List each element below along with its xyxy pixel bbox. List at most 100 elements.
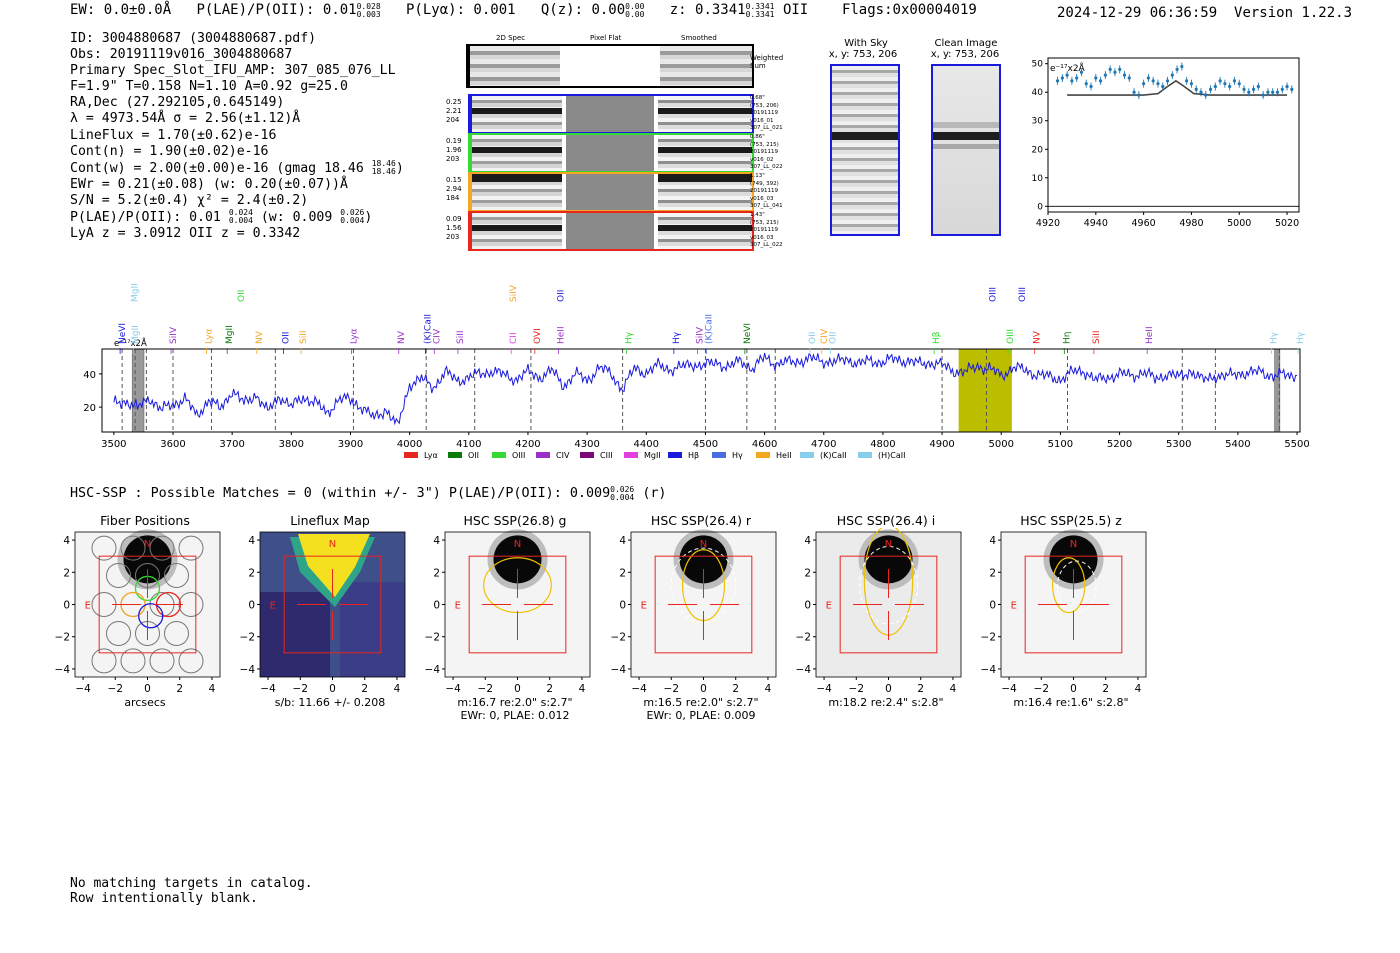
ytick-label: −4 <box>55 664 71 676</box>
emission-line-band <box>958 349 1012 432</box>
zoom-data-point <box>1180 64 1184 69</box>
xtick-label: 4 <box>394 683 401 695</box>
ytick-label: 4 <box>619 535 626 547</box>
cutout-info: 0.68" <box>750 95 765 101</box>
lineflux-peak <box>298 534 370 597</box>
hsc-panel-caption-2: EWr: 0, PLAE: 0.012 <box>460 709 570 722</box>
info-lyaz: LyA z = 3.0912 OII z = 0.3342 <box>70 226 301 242</box>
xtick-label: 2 <box>917 683 924 695</box>
spectral-line-name: NV <box>1033 330 1043 344</box>
fiber-circle <box>178 535 204 561</box>
spectral-line-label-top: OII <box>556 290 566 302</box>
zoom-data-point <box>1228 84 1232 89</box>
xtick-label: −2 <box>1034 683 1049 695</box>
ytick-label: −4 <box>796 664 812 676</box>
with-sky-panel: With Sky x, y: 753, 206 <box>828 38 904 60</box>
reference-ellipse <box>1056 560 1097 614</box>
cutout-row <box>468 94 754 134</box>
col-smoothed: Smoothed <box>681 34 717 42</box>
fiber-circle <box>149 648 175 674</box>
legend-swatch <box>580 452 594 458</box>
fiber-circle <box>120 535 146 561</box>
spectrum-xtick-label: 3800 <box>279 439 304 450</box>
zoom-ytick-label: 20 <box>1032 145 1044 155</box>
spectrum-frame <box>101 348 1301 433</box>
cutout-info: 1.13" <box>750 173 765 179</box>
spectral-line-label: Lyα <box>349 328 359 354</box>
hsc-panel-caption: m:18.2 re:2.4" s:2.8" <box>828 696 944 709</box>
clean-image-panel: Clean Image x, y: 753, 206 <box>928 38 1004 60</box>
ytick-label: 2 <box>433 567 440 579</box>
info-contw-sup: 18.46 <box>371 158 396 168</box>
zoom-data-point <box>1079 70 1084 74</box>
cutout-stat: 204 <box>446 116 460 124</box>
legend-label: Hβ <box>688 451 699 460</box>
legend-label: (K)CaII <box>820 451 847 460</box>
zoom-data-point <box>1070 79 1074 83</box>
masked-band <box>131 348 145 433</box>
hsc-panel-caption-2: EWr: 0, PLAE: 0.009 <box>646 709 756 722</box>
lineflux-region <box>260 592 330 677</box>
spectral-line-name-top: OIII <box>1018 287 1028 302</box>
galaxy-core <box>493 535 542 584</box>
spectral-line-name: Hγ <box>625 331 635 344</box>
zoom-data-point <box>1151 79 1155 83</box>
spectrum-line <box>113 352 1298 426</box>
full-spectrum-plot: 40 20 3500 3600 3700 3800 3900 4000 4100 4200 4300… <box>83 283 1310 460</box>
spectral-line-name: CIV <box>820 328 830 344</box>
hsc-panel-caption: m:16.7 re:2.0" s:2.7" <box>457 696 573 709</box>
spectral-line-label-top: SiIV <box>509 284 519 302</box>
info-lambda: λ = 4973.54Å σ = 2.56(±1.12)Å <box>70 111 301 127</box>
zoom-data-point <box>1218 79 1222 83</box>
ytick-label: 2 <box>989 567 996 579</box>
info-params: F=1.9" T=0.158 N=1.10 A=0.92 g=25.0 <box>70 79 348 95</box>
clean-image <box>931 64 1001 236</box>
spectral-line-name: NeVI <box>743 323 753 344</box>
cutout-stat: 1.96 <box>446 146 462 154</box>
cutout-row-left-stats: 0.19 1.96 203 <box>446 137 462 164</box>
zoom-data-point <box>1084 82 1088 86</box>
east-label: E <box>85 601 91 612</box>
fiber-circle <box>164 563 189 588</box>
ytick-label: 4 <box>63 535 70 547</box>
xtick-label: −2 <box>293 683 308 695</box>
cutout-stat: 0.09 <box>446 215 462 223</box>
hsc-summary-sub: 0.004 <box>610 493 635 502</box>
spectral-line-label: NeVI <box>118 323 128 354</box>
east-label: E <box>826 601 832 612</box>
header-plae: P(LAE)/P(OII): 0.01 <box>196 2 357 18</box>
cutout-stat: 184 <box>446 194 460 202</box>
spectral-line-name: OVI <box>533 328 543 344</box>
weighted-sum-label: Weighted Sum <box>750 54 784 70</box>
spectral-line-name: Lyα <box>349 328 359 344</box>
info-plae-w-sup: 0.026 <box>340 208 365 218</box>
hsc-panel-caption: s/b: 11.66 +/- 0.208 <box>274 696 386 709</box>
zoom-data-point <box>1122 73 1127 77</box>
zoom-xtick-label: 5000 <box>1227 218 1251 229</box>
spectral-line-label-top: OIII <box>1018 287 1028 302</box>
cutout-row <box>468 172 754 212</box>
cutout-info: 1.43" <box>750 212 765 218</box>
with-sky-title: With Sky <box>844 38 888 49</box>
zoom-data-point <box>1094 76 1098 80</box>
zoom-data-point <box>1266 90 1270 94</box>
search-box <box>839 555 938 654</box>
zoom-data-point <box>1132 90 1136 94</box>
header-z-sup: 0.3341 <box>745 2 775 11</box>
zoom-data-point <box>1089 84 1093 89</box>
legend-label: Hγ <box>732 451 743 460</box>
xtick-label: −2 <box>108 683 123 695</box>
zoom-data-point <box>1075 76 1079 80</box>
cutout-stat: 0.19 <box>446 137 462 145</box>
cutout-row-right-info: 1.13" (749, 392) 20191119 v016_03 307_LL_041 <box>750 173 783 211</box>
clean-image-xy: x, y: 753, 206 <box>930 49 1000 60</box>
east-label: E <box>641 601 647 612</box>
info-plae-w-sub: 0.004 <box>340 216 365 226</box>
spectral-line-label: Lyα <box>204 328 214 354</box>
ytick-label: −2 <box>240 632 255 644</box>
fiber-circle <box>149 535 175 561</box>
zoom-data-point <box>1060 76 1064 80</box>
hsc-cutout-panel: N E 4 2 0 −2 −4 −4 −2 0 2 4 <box>796 528 962 695</box>
spectrum-xtick-label: 4200 <box>515 439 540 450</box>
cutout-info: v016_03 <box>750 234 774 241</box>
